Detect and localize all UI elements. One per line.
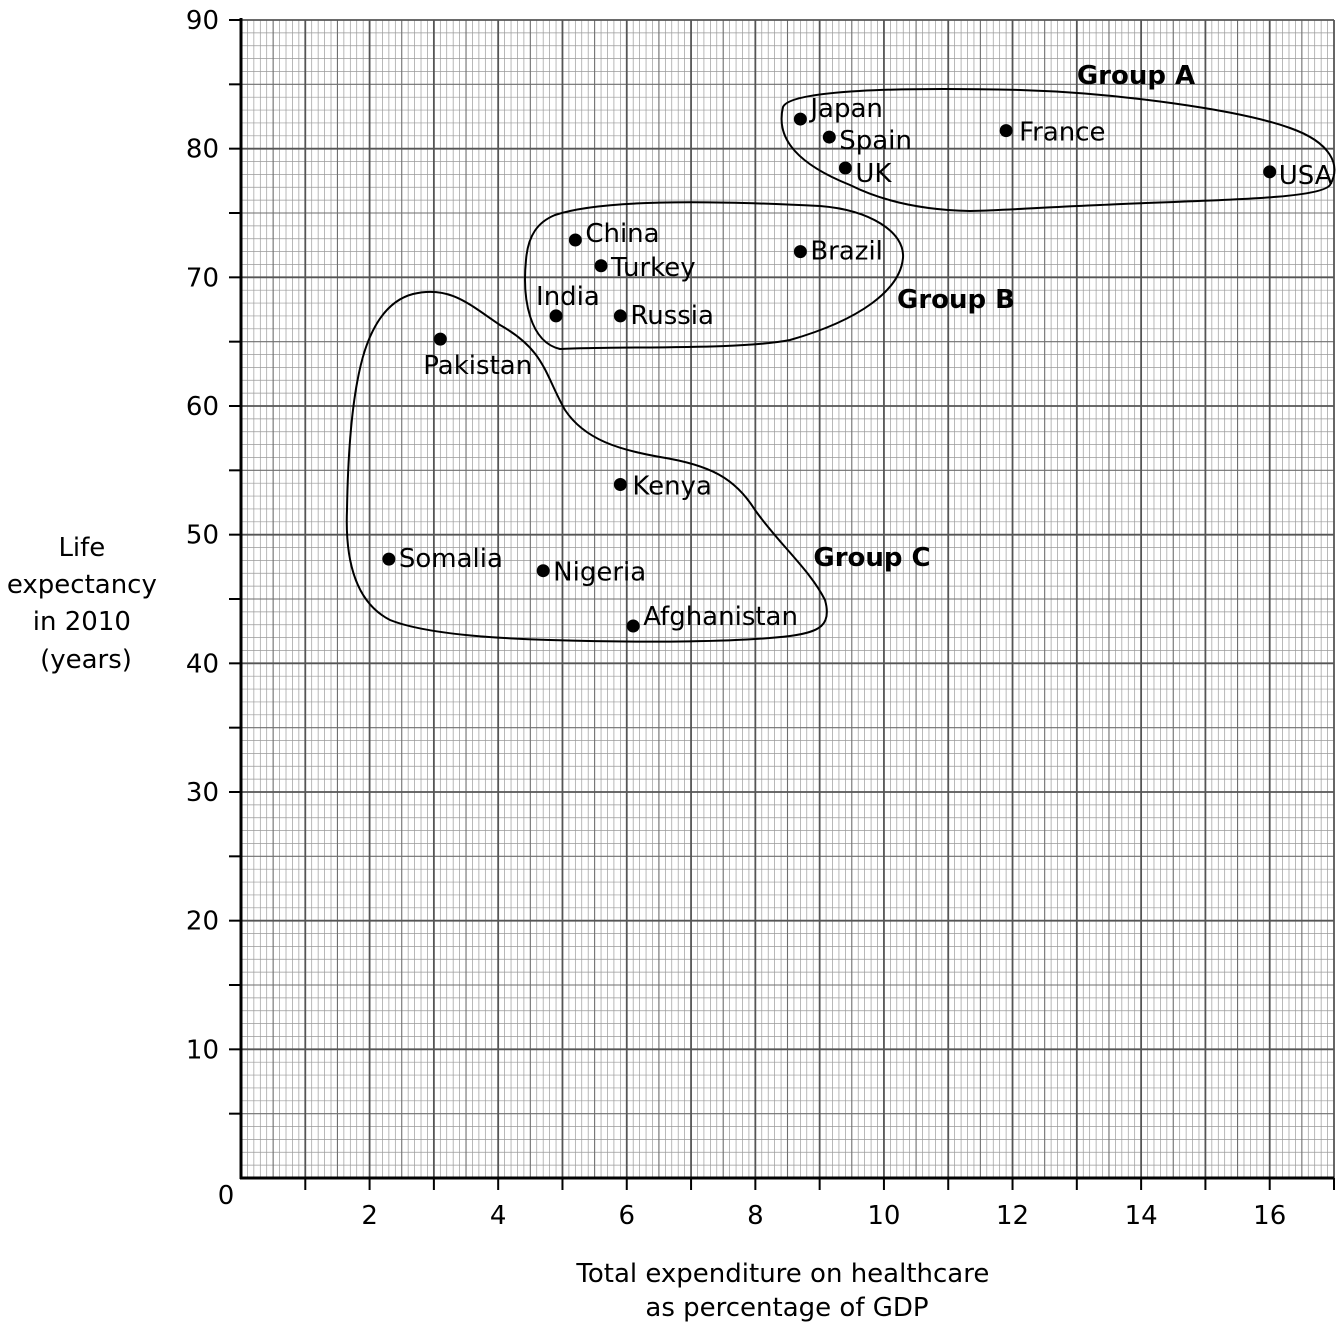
point-label: Afghanistan xyxy=(643,602,798,632)
y-tick-label: 50 xyxy=(186,521,219,551)
group-outline xyxy=(780,87,1336,213)
data-point xyxy=(626,619,640,633)
data-point xyxy=(793,112,807,126)
y-axis-title: Life expectancy in 2010 (years) xyxy=(7,533,165,675)
data-point xyxy=(838,161,852,175)
y-tick-label: 70 xyxy=(186,263,219,293)
point-label: USA xyxy=(1279,161,1333,191)
y-tick-label: 20 xyxy=(186,907,219,937)
point-label: France xyxy=(1019,118,1105,148)
point-label: UK xyxy=(855,159,892,189)
graph-paper-grid xyxy=(241,19,1335,1178)
y-tick-label: 40 xyxy=(186,649,219,679)
data-point xyxy=(793,245,807,259)
axis-ticks: 2 4 6 8 10 12 14 16 10 20 30 40 50 60 70 80 90 xyxy=(186,6,1335,1231)
y-tick-label: 60 xyxy=(186,392,219,422)
y-axis-title-line-4: (years) xyxy=(40,645,132,675)
y-tick-label: 90 xyxy=(186,6,219,36)
group-outline xyxy=(345,290,828,643)
mid-gridlines xyxy=(241,20,1334,1178)
data-point xyxy=(433,332,447,346)
data-point xyxy=(1263,165,1277,179)
data-point xyxy=(613,309,627,323)
x-axis-title: Total expenditure on healthcare as perce… xyxy=(575,1259,997,1323)
x-tick-label: 8 xyxy=(747,1201,764,1231)
x-tick-label: 10 xyxy=(867,1201,900,1231)
y-tick-label: 30 xyxy=(186,778,219,808)
x-tick-label: 14 xyxy=(1125,1201,1158,1231)
point-label: China xyxy=(585,219,659,249)
x-tick-label: 12 xyxy=(996,1201,1029,1231)
y-tick-label: 10 xyxy=(186,1035,219,1065)
point-label: Pakistan xyxy=(423,351,532,381)
data-point xyxy=(549,309,563,323)
x-tick-label: 2 xyxy=(361,1201,378,1231)
x-tick-label: 4 xyxy=(490,1201,507,1231)
point-label: Japan xyxy=(808,94,883,124)
data-point xyxy=(822,130,836,144)
x-axis-title-line-2: as percentage of GDP xyxy=(645,1293,928,1323)
data-point xyxy=(594,259,608,273)
y-axis-title-line-1: Life xyxy=(58,533,105,563)
origin-label: 0 xyxy=(218,1181,235,1211)
data-point xyxy=(536,564,550,578)
major-gridlines xyxy=(241,19,1335,1178)
group-outlines: Group A Group B Group C xyxy=(345,61,1336,643)
data-point xyxy=(568,233,582,247)
group-label: Group A xyxy=(1077,61,1195,91)
x-axis-title-line-1: Total expenditure on healthcare xyxy=(575,1259,989,1289)
point-label: India xyxy=(536,282,600,312)
point-label: Nigeria xyxy=(553,558,646,588)
y-tick-label: 80 xyxy=(186,135,219,165)
group-outline xyxy=(524,201,905,351)
x-tick-label: 6 xyxy=(618,1201,635,1231)
point-label: Kenya xyxy=(632,471,712,501)
group-label: Group C xyxy=(813,543,930,573)
x-tick-label: 16 xyxy=(1253,1201,1286,1231)
point-label: Turkey xyxy=(610,253,696,283)
data-point xyxy=(613,477,627,491)
point-label: Brazil xyxy=(810,237,883,267)
y-axis-title-line-3: in 2010 xyxy=(33,607,131,637)
group-label: Group B xyxy=(897,285,1015,315)
point-label: Spain xyxy=(839,126,912,156)
point-label: Russia xyxy=(630,301,714,331)
y-axis-title-line-2: expectancy xyxy=(7,570,157,600)
point-label: Somalia xyxy=(399,544,503,574)
data-point xyxy=(382,552,396,566)
data-point xyxy=(999,124,1013,138)
